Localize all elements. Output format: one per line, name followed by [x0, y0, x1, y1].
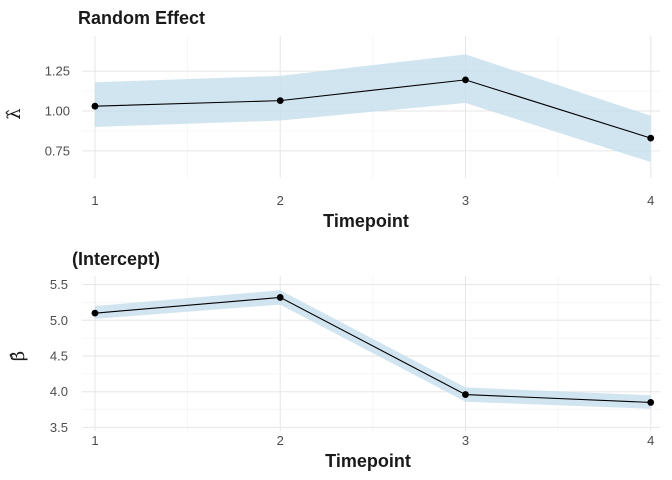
- random-effect-x-tick-label: 1: [91, 193, 98, 208]
- panel-intercept-x-ticks: 1 2 3 4: [91, 433, 654, 448]
- random-effect-y-tick-label: 1.25: [45, 64, 70, 79]
- panel-random-effect-ribbons: [94, 54, 651, 163]
- panel-intercept-points: [91, 294, 655, 406]
- x-axis-title-intercept: Timepoint: [325, 451, 411, 471]
- random-effect-data-point: [91, 102, 99, 110]
- panel-intercept-lines: [94, 296, 651, 403]
- panel-intercept: 3.5 4.0 4.5 5.0 5.5 1 2 3 4 (Intercept) Timepoi…: [8, 249, 660, 471]
- random-effect-x-tick-label: 4: [647, 193, 654, 208]
- panel-intercept-grid: [82, 276, 660, 431]
- random-effect-confidence-ribbon: [94, 54, 651, 163]
- panel-random-effect-y-ticks: 0.75 1.00 1.25: [45, 64, 70, 159]
- intercept-y-tick-label: 5.0: [50, 313, 68, 328]
- random-effect-y-tick-label: 1.00: [45, 103, 70, 118]
- random-effect-y-tick-label: 0.75: [45, 143, 70, 158]
- intercept-y-tick-label: 4.5: [50, 349, 68, 364]
- y-axis-title-intercept: β̂: [8, 351, 29, 361]
- intercept-x-tick-label: 3: [462, 433, 469, 448]
- x-axis-title-random-effect: Timepoint: [323, 211, 409, 231]
- intercept-data-point: [91, 309, 99, 317]
- intercept-x-tick-label: 2: [277, 433, 284, 448]
- intercept-data-point: [647, 399, 655, 406]
- intercept-x-tick-label: 1: [91, 433, 98, 448]
- random-effect-x-tick-label: 3: [462, 193, 469, 208]
- random-effect-data-point: [647, 134, 655, 142]
- random-effect-series-line: [94, 79, 651, 139]
- panel-intercept-ribbons: [94, 290, 651, 409]
- y-axis-title-random-effect: λ̂: [4, 108, 25, 119]
- intercept-y-tick-label: 5.5: [50, 277, 68, 292]
- panel-random-effect-lines: [94, 79, 651, 139]
- panel-random-effect: 0.75 1.00 1.25 1 2 3 4 Random Effect Timepoin…: [4, 8, 660, 231]
- random-effect-data-point: [462, 76, 469, 84]
- panel-intercept-y-ticks: 3.5 4.0 4.5 5.0 5.5: [50, 277, 68, 435]
- random-effect-x-tick-label: 2: [277, 193, 284, 208]
- intercept-y-tick-label: 3.5: [50, 420, 68, 435]
- panel-random-effect-points: [91, 76, 655, 142]
- intercept-data-point: [276, 294, 284, 301]
- random-effect-data-point: [276, 97, 284, 105]
- intercept-x-tick-label: 4: [647, 433, 654, 448]
- intercept-series-line: [94, 296, 651, 403]
- panel-title-intercept: (Intercept): [72, 249, 160, 269]
- intercept-confidence-ribbon: [94, 290, 651, 409]
- intercept-data-point: [462, 391, 469, 398]
- intercept-y-tick-label: 4.0: [50, 384, 68, 399]
- panel-title-random-effect: Random Effect: [78, 8, 205, 28]
- panel-random-effect-x-ticks: 1 2 3 4: [91, 193, 654, 208]
